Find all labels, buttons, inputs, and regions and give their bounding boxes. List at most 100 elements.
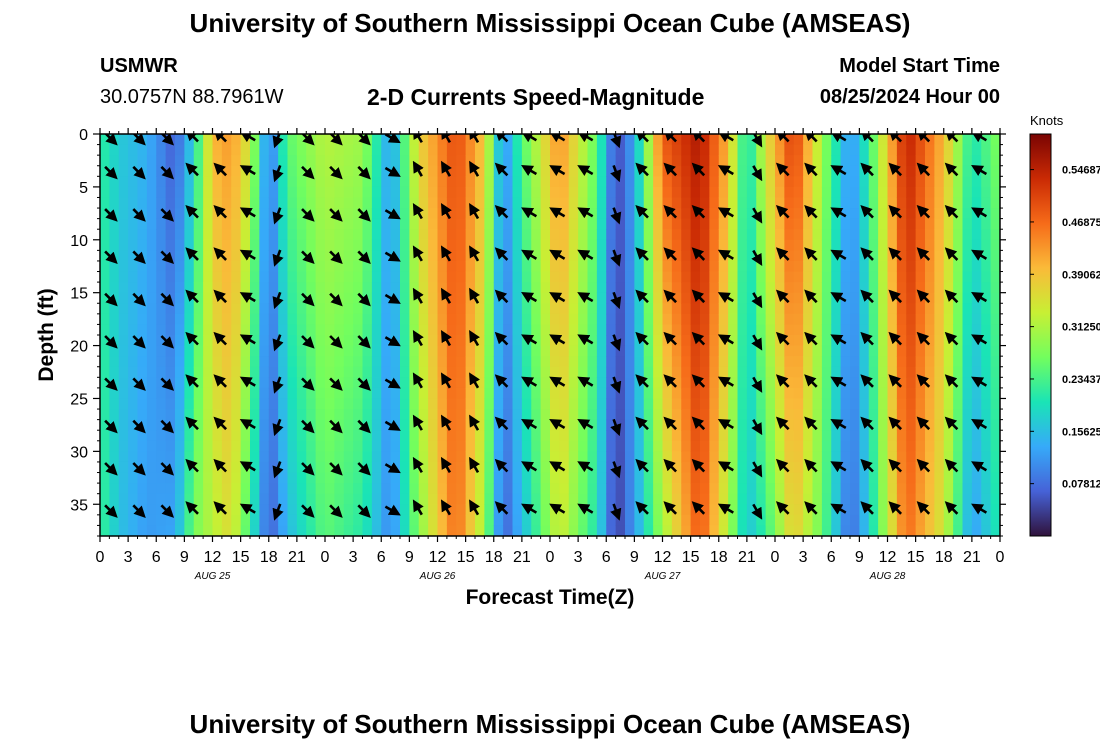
heatmap-cell <box>231 134 242 146</box>
heatmap-cell <box>400 451 410 463</box>
heatmap-cell <box>953 409 964 421</box>
heatmap-cell <box>371 493 382 505</box>
heatmap-cell <box>765 186 776 199</box>
heatmap-cell <box>100 271 110 283</box>
heatmap-cell <box>953 134 964 146</box>
heatmap-cell <box>456 356 467 368</box>
heatmap-cell <box>821 260 832 273</box>
heatmap-cell <box>240 409 251 421</box>
heatmap-cell <box>934 176 945 188</box>
heatmap-cell <box>953 218 964 230</box>
current-vector-arrow <box>412 414 424 431</box>
heatmap-cell <box>653 260 664 273</box>
heatmap-cell <box>531 197 542 209</box>
heatmap-cell <box>540 197 551 209</box>
heatmap-cell <box>568 239 579 251</box>
heatmap-cell <box>109 472 120 484</box>
heatmap-cell <box>231 165 242 177</box>
heatmap-cell <box>671 356 682 368</box>
heatmap-cell <box>681 239 692 251</box>
current-vector-arrow <box>104 335 118 349</box>
heatmap-cell <box>259 493 270 505</box>
heatmap-cell <box>353 229 364 241</box>
current-vector-arrow <box>132 419 146 434</box>
heatmap-cell <box>915 176 926 188</box>
current-vector-arrow <box>577 503 594 515</box>
heatmap-cell <box>353 282 364 294</box>
heatmap-cell <box>784 430 795 442</box>
heatmap-cell <box>456 324 467 336</box>
heatmap-cell <box>737 335 748 347</box>
heatmap-cell <box>465 409 476 421</box>
heatmap-cell <box>934 514 945 527</box>
heatmap-cell <box>343 504 354 516</box>
heatmap-cell <box>315 165 326 177</box>
x-tick-label: 12 <box>204 549 222 566</box>
heatmap-cell <box>821 155 832 167</box>
heatmap-cell <box>896 292 907 304</box>
heatmap-cell <box>943 472 954 484</box>
heatmap-cell <box>812 176 823 188</box>
heatmap-cell <box>868 239 879 251</box>
heatmap-cell <box>240 260 251 273</box>
heatmap-cell <box>756 493 767 505</box>
current-vector-arrow <box>301 250 315 265</box>
heatmap-cell <box>512 514 523 527</box>
heatmap-cell <box>371 504 382 516</box>
heatmap-cell <box>906 472 917 484</box>
current-vector-arrow <box>521 249 538 261</box>
heatmap-cell <box>353 525 364 536</box>
heatmap-cell <box>596 176 607 188</box>
heatmap-cell <box>109 303 120 315</box>
heatmap-cell <box>240 313 251 326</box>
heatmap-cell <box>981 197 992 209</box>
heatmap-cell <box>381 208 392 220</box>
heatmap-cell <box>231 250 242 262</box>
heatmap-cell <box>100 345 110 357</box>
heatmap-cell <box>812 313 823 326</box>
heatmap-cell <box>334 493 345 505</box>
heatmap-cell <box>896 271 907 283</box>
heatmap-cell <box>296 525 307 536</box>
heatmap-cell <box>568 345 579 357</box>
current-vector-arrow <box>663 416 678 431</box>
heatmap-cell <box>296 366 307 378</box>
heatmap-cell <box>718 345 729 357</box>
heatmap-cell <box>400 335 410 347</box>
heatmap-cell <box>287 134 298 146</box>
current-vector-arrow <box>751 461 763 478</box>
heatmap-cell <box>456 525 467 536</box>
heatmap-cell <box>175 282 185 294</box>
heatmap-cell <box>465 366 476 378</box>
heatmap-cell <box>793 377 804 389</box>
heatmap-cell <box>925 461 935 474</box>
heatmap-cell <box>756 366 767 378</box>
heatmap-cell <box>793 239 804 251</box>
heatmap-cell <box>625 483 635 495</box>
heatmap-cell <box>906 345 917 357</box>
current-vector-arrow <box>635 204 649 219</box>
heatmap-cell <box>343 324 354 336</box>
heatmap-cell <box>146 335 157 347</box>
heatmap-cell <box>962 514 973 527</box>
heatmap-cell <box>615 313 626 326</box>
heatmap-cell <box>971 324 982 336</box>
heatmap-cell <box>465 260 476 273</box>
heatmap-cell <box>756 260 767 273</box>
heatmap-cell <box>240 514 251 527</box>
heatmap-cell <box>521 451 532 463</box>
heatmap-cell <box>465 345 476 357</box>
heatmap-cell <box>362 440 373 452</box>
heatmap-cell <box>212 430 223 442</box>
heatmap-cell <box>334 356 345 368</box>
current-vector-arrow <box>944 416 959 431</box>
heatmap-cell <box>540 229 551 241</box>
heatmap-cell <box>990 218 1000 230</box>
heatmap-cell <box>756 514 767 527</box>
heatmap-cell <box>240 398 251 410</box>
heatmap-cell <box>165 271 176 283</box>
heatmap-cell <box>306 176 317 188</box>
heatmap-cell <box>128 398 139 410</box>
heatmap-cell <box>625 451 635 463</box>
current-vector-arrow <box>691 162 706 177</box>
